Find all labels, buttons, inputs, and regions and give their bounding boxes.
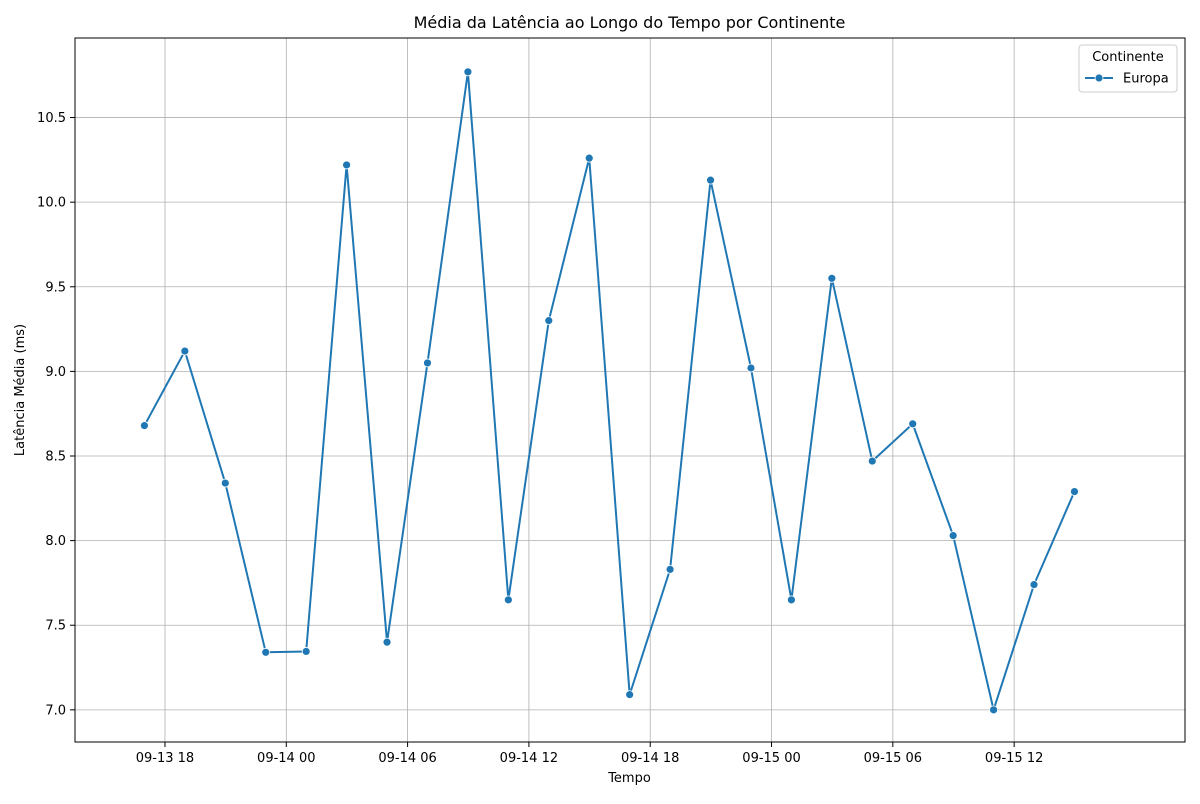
y-tick-label: 8.5 <box>45 450 66 465</box>
x-tick-label: 09-15 00 <box>742 751 800 766</box>
data-point-europa <box>625 690 635 700</box>
y-tick-label: 8.0 <box>45 534 66 549</box>
legend-title: Continente <box>1092 50 1164 65</box>
data-point-europa <box>746 363 756 373</box>
x-tick-label: 09-13 18 <box>136 751 194 766</box>
data-point-europa <box>503 595 513 605</box>
data-point-europa <box>342 160 352 170</box>
x-tick-label: 09-14 00 <box>257 751 315 766</box>
x-tick-label: 09-14 12 <box>500 751 558 766</box>
data-point-europa <box>1070 487 1079 496</box>
data-point-europa <box>908 419 918 429</box>
legend-label-europa: Europa <box>1123 72 1169 87</box>
x-axis-ticks: 09-13 18 09-14 00 09-14 06 09-14 12 09-14 18… <box>136 742 1043 766</box>
y-tick-label: 7.5 <box>45 619 66 634</box>
data-point-europa <box>1029 580 1039 590</box>
plot-area-frame <box>74 37 1186 743</box>
data-point-europa <box>867 456 877 466</box>
series-line-europa <box>143 70 1076 711</box>
data-point-europa <box>140 421 149 430</box>
x-tick-label: 09-15 06 <box>864 751 922 766</box>
data-point-europa <box>463 67 473 77</box>
series-layer <box>140 67 1079 715</box>
data-point-europa <box>220 478 230 488</box>
data-point-europa <box>948 531 958 540</box>
legend-marker-europa <box>1094 73 1104 83</box>
y-axis-label: Latência Média (ms) <box>13 324 28 456</box>
data-point-europa <box>423 358 432 368</box>
y-tick-label: 9.0 <box>45 365 66 380</box>
data-point-europa <box>261 647 271 657</box>
x-tick-label: 09-14 18 <box>621 751 679 766</box>
data-point-europa <box>584 153 594 163</box>
chart-title: Média da Latência ao Longo do Tempo por … <box>414 13 846 32</box>
data-point-europa <box>706 175 715 185</box>
data-point-europa <box>787 595 796 605</box>
x-tick-label: 09-14 06 <box>378 751 436 766</box>
data-point-europa <box>382 637 392 647</box>
x-tick-label: 09-15 12 <box>985 751 1043 766</box>
data-point-europa <box>180 346 190 356</box>
y-tick-label: 7.0 <box>45 703 66 718</box>
y-tick-label: 9.5 <box>45 280 66 295</box>
x-axis-label: Tempo <box>607 771 651 786</box>
legend: Continente Europa <box>1078 44 1178 93</box>
y-tick-label: 10.5 <box>37 111 66 126</box>
legend-box <box>1078 44 1178 93</box>
data-point-europa <box>544 316 554 326</box>
data-point-europa <box>665 564 675 574</box>
data-point-europa <box>827 273 837 283</box>
y-tick-label: 10.0 <box>37 196 66 211</box>
data-point-europa <box>301 647 311 656</box>
grid-lines <box>75 38 1185 742</box>
y-axis-ticks: 7.0 7.5 8.0 8.5 9.0 9.5 10.0 10.5 <box>37 111 75 718</box>
data-point-europa <box>989 705 998 715</box>
